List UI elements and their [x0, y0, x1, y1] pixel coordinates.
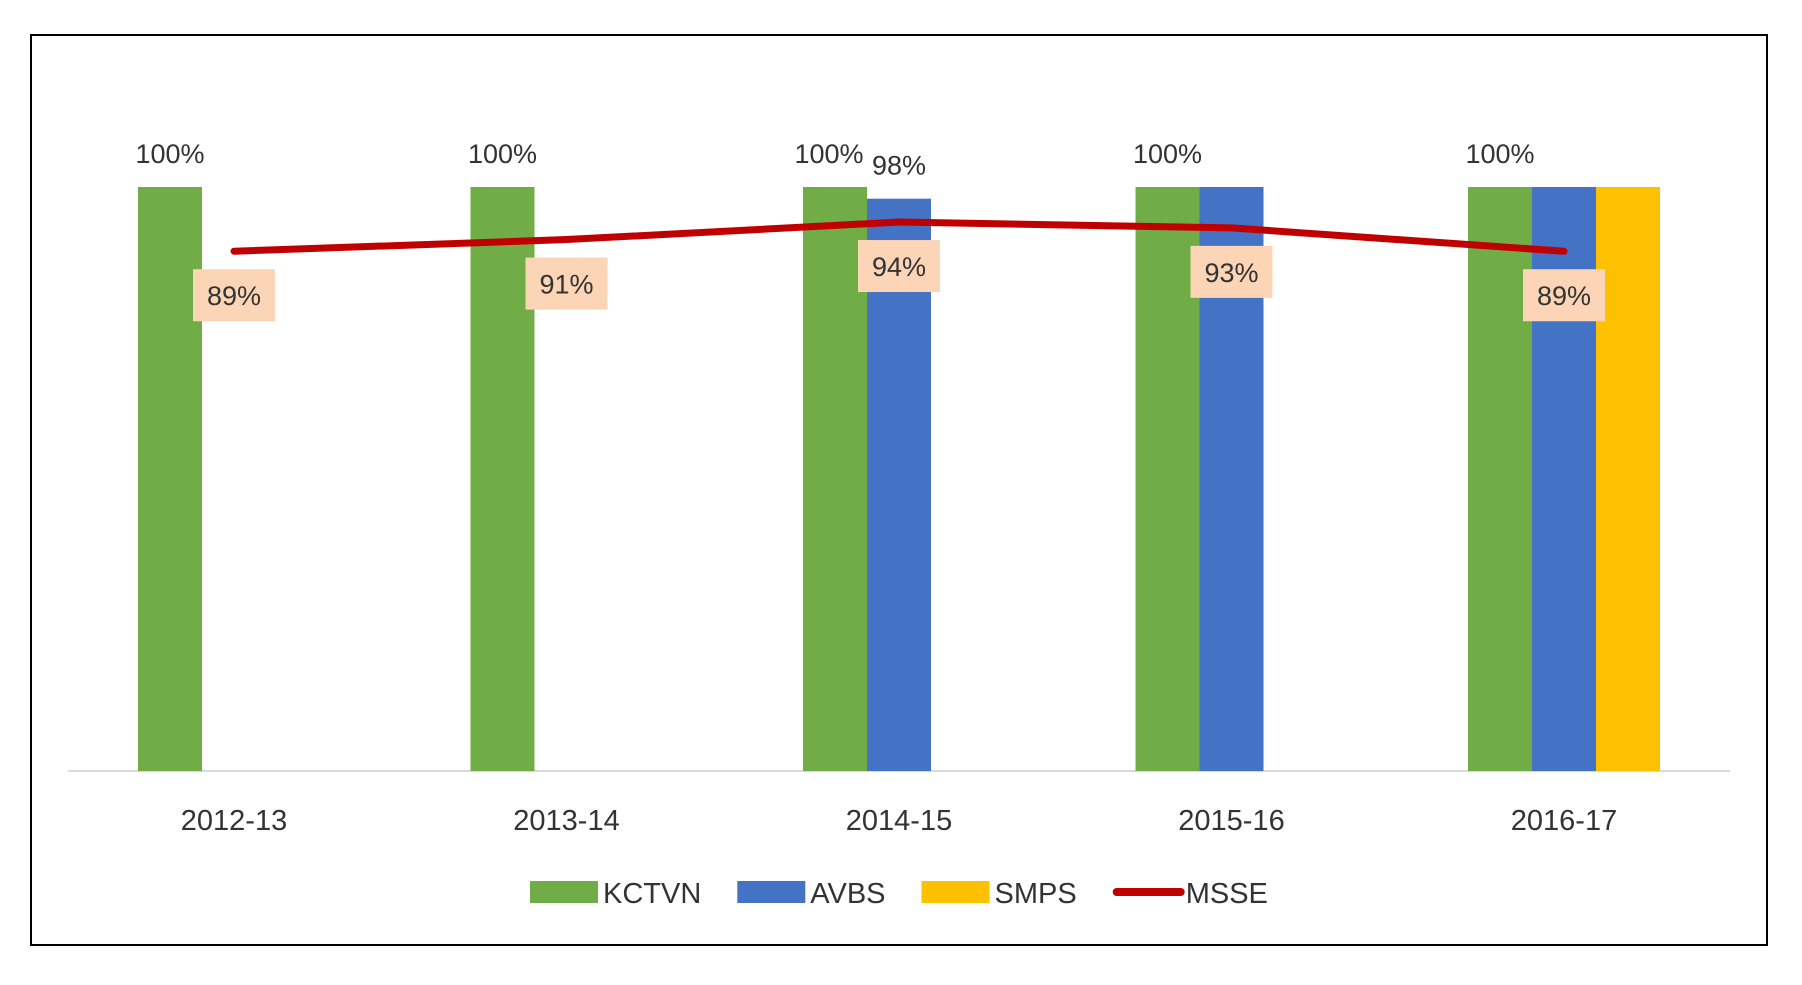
line-data-label: 94%	[872, 252, 926, 282]
legend-label-smps: SMPS	[995, 878, 1077, 910]
data-label: 98%	[872, 151, 926, 181]
legend-swatch-kctvn	[530, 881, 598, 903]
line-data-label: 91%	[539, 270, 593, 300]
bar-smps-2016-17	[1596, 187, 1660, 771]
data-label: 100%	[1465, 139, 1534, 169]
x-tick-label: 2015-16	[1178, 805, 1284, 837]
line-data-label: 93%	[1204, 258, 1258, 288]
legend-label-avbs: AVBS	[810, 878, 885, 910]
bar-kctvn-2015-16	[1136, 187, 1200, 771]
bar-kctvn-2016-17	[1468, 187, 1532, 771]
data-label: 100%	[135, 139, 204, 169]
legend-swatch-avbs	[737, 881, 805, 903]
legend-label-kctvn: KCTVN	[603, 878, 701, 910]
x-tick-label: 2012-13	[181, 805, 287, 837]
legend-swatch-smps	[922, 881, 990, 903]
line-data-label: 89%	[207, 281, 261, 311]
data-label: 100%	[794, 139, 863, 169]
bar-kctvn-2014-15	[803, 187, 867, 771]
data-label: 100%	[468, 139, 537, 169]
line-data-label: 89%	[1537, 281, 1591, 311]
legend-label-msse: MSSE	[1186, 878, 1268, 910]
x-tick-label: 2016-17	[1511, 805, 1617, 837]
x-tick-label: 2013-14	[513, 805, 619, 837]
bar-kctvn-2013-14	[471, 187, 535, 771]
x-tick-label: 2014-15	[846, 805, 952, 837]
data-label: 100%	[1133, 139, 1202, 169]
bar-kctvn-2012-13	[138, 187, 202, 771]
